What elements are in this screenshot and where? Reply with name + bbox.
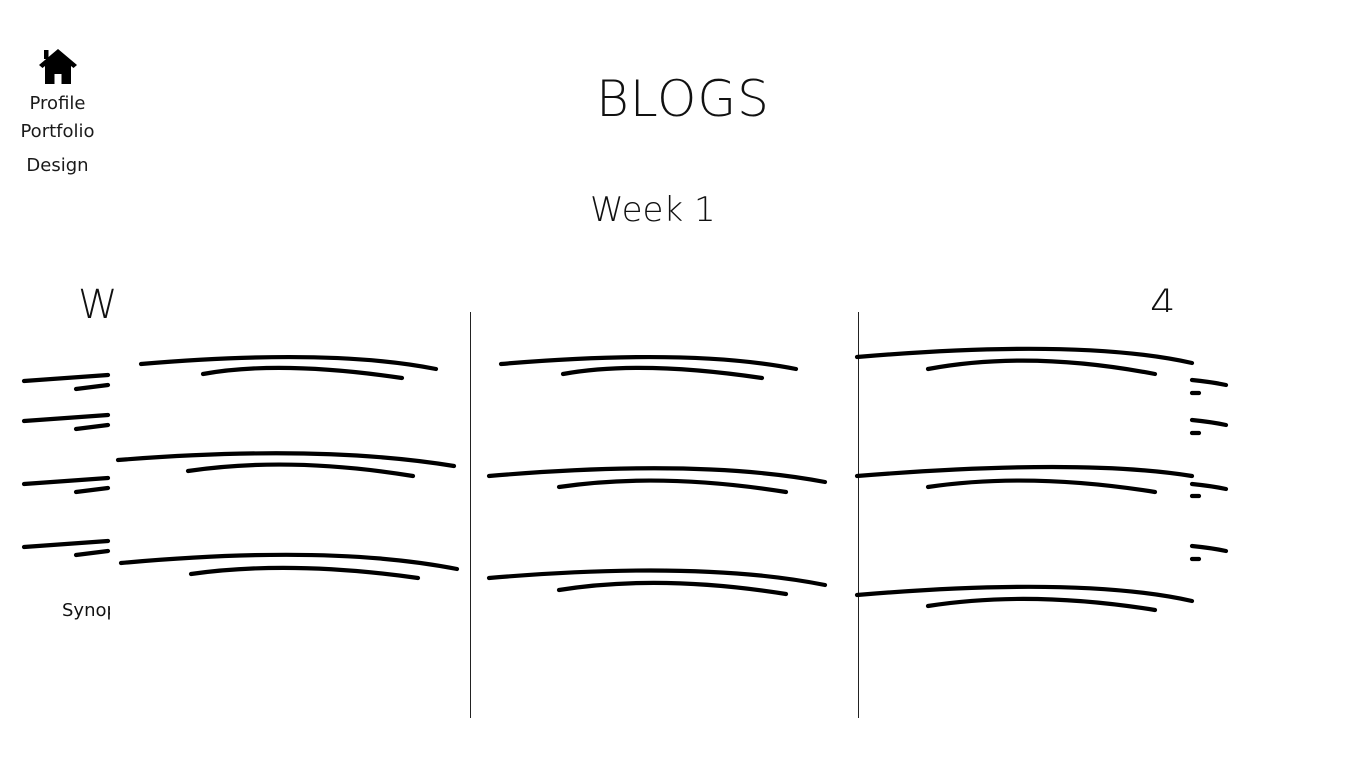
nav-link-design[interactable]: Design	[26, 155, 89, 176]
card-divider	[470, 312, 471, 718]
page-title: BLOGS	[596, 70, 770, 128]
scribble-line	[21, 538, 111, 550]
scribble-line	[73, 485, 111, 495]
scribble-line	[21, 372, 111, 384]
scribble-line	[21, 475, 111, 487]
week-title: Week 1	[590, 190, 716, 230]
sidebar-nav: Profile Portfolio Design	[0, 44, 115, 180]
background-synopsis-left: Synop	[62, 600, 118, 621]
nav-link-profile[interactable]: Profile	[29, 93, 86, 114]
scribble-line	[73, 422, 111, 432]
card-divider	[858, 312, 859, 718]
blog-cards	[110, 312, 1200, 720]
nav-link-portfolio[interactable]: Portfolio	[20, 121, 95, 142]
scribble-line	[73, 548, 111, 558]
scribble-line	[21, 412, 111, 424]
scribble-line	[73, 382, 111, 392]
home-icon[interactable]	[36, 44, 80, 88]
